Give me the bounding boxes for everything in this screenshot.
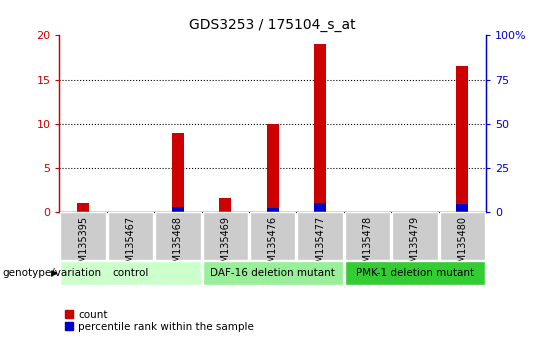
Bar xyxy=(108,212,153,260)
Text: control: control xyxy=(112,268,148,278)
Bar xyxy=(202,261,343,285)
Bar xyxy=(314,202,326,212)
Bar xyxy=(314,44,326,212)
Text: GSM135480: GSM135480 xyxy=(457,216,467,275)
Bar xyxy=(202,212,248,260)
Text: DAF-16 deletion mutant: DAF-16 deletion mutant xyxy=(210,268,335,278)
Text: GSM135476: GSM135476 xyxy=(268,216,278,275)
Bar xyxy=(172,207,184,212)
Bar xyxy=(250,212,295,260)
Bar xyxy=(345,261,485,285)
Text: genotype/variation: genotype/variation xyxy=(3,268,102,278)
Bar xyxy=(60,261,201,285)
Bar xyxy=(267,124,279,212)
Bar xyxy=(267,208,279,212)
Bar xyxy=(77,202,89,212)
Bar xyxy=(219,198,231,212)
Text: GSM135467: GSM135467 xyxy=(125,216,136,275)
Bar xyxy=(456,67,468,212)
Text: GSM135395: GSM135395 xyxy=(78,216,88,275)
Bar xyxy=(440,212,485,260)
Text: GSM135468: GSM135468 xyxy=(173,216,183,275)
Title: GDS3253 / 175104_s_at: GDS3253 / 175104_s_at xyxy=(190,18,356,32)
Bar xyxy=(298,212,343,260)
Text: GSM135479: GSM135479 xyxy=(410,216,420,275)
Text: GSM135478: GSM135478 xyxy=(362,216,373,275)
Bar xyxy=(392,212,437,260)
Legend: count, percentile rank within the sample: count, percentile rank within the sample xyxy=(65,310,254,332)
Text: GSM135469: GSM135469 xyxy=(220,216,230,275)
Bar xyxy=(172,133,184,212)
Text: GSM135477: GSM135477 xyxy=(315,216,325,275)
Bar xyxy=(456,204,468,212)
Bar xyxy=(345,212,390,260)
Text: PMK-1 deletion mutant: PMK-1 deletion mutant xyxy=(356,268,474,278)
Bar xyxy=(60,212,106,260)
Bar xyxy=(155,212,201,260)
